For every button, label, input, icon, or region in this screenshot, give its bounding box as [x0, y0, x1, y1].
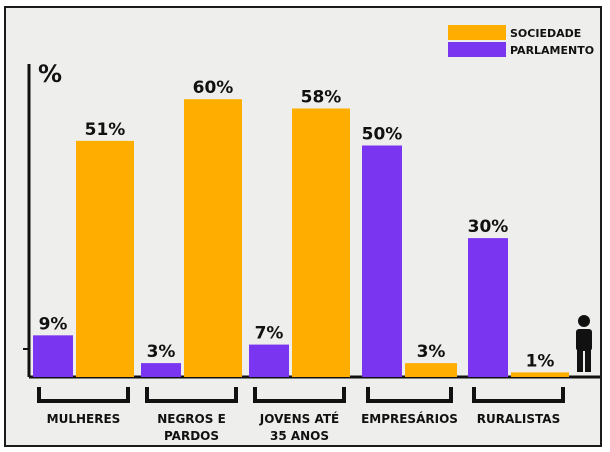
person-icon [576, 315, 592, 372]
data-label-sociedade: 60% [193, 78, 234, 98]
category-bracket [472, 387, 565, 403]
y-axis-title: % [38, 60, 62, 88]
bar-sociedade [184, 99, 242, 377]
data-label-parlamento: 7% [255, 324, 284, 344]
data-label-sociedade: 1% [526, 351, 555, 371]
category-label: EMPRESÁRIOS [361, 411, 458, 426]
bar-parlamento [249, 344, 289, 377]
data-label-parlamento: 9% [39, 314, 68, 334]
bar-sociedade [405, 363, 457, 377]
data-label-parlamento: 3% [147, 342, 176, 362]
chart-frame: SOCIEDADE PARLAMENTO% 9% 51% MULHERES 3% 60% NE… [4, 6, 602, 447]
legend-label-sociedade: SOCIEDADE [510, 27, 581, 40]
bar-chart: SOCIEDADE PARLAMENTO% 9% 51% MULHERES 3% 60% NE… [23, 25, 600, 443]
data-label-parlamento: 50% [362, 125, 403, 145]
legend-swatch-sociedade [448, 25, 506, 40]
bar-parlamento [468, 238, 508, 377]
bar-sociedade [511, 372, 569, 377]
category-label: MULHERES [47, 412, 121, 426]
bar-sociedade [292, 108, 350, 378]
data-label-sociedade: 51% [85, 120, 126, 140]
category-label: NEGROS E PARDOS [157, 412, 226, 443]
category-label: RURALISTAS [477, 412, 560, 426]
data-label-sociedade: 3% [417, 342, 446, 362]
category-bracket [37, 387, 130, 403]
bar-parlamento [362, 145, 402, 377]
data-label-sociedade: 58% [301, 87, 342, 107]
data-label-parlamento: 30% [468, 217, 509, 237]
legend-swatch-parlamento [448, 42, 506, 57]
bar-parlamento [33, 335, 73, 377]
category-bracket [145, 387, 238, 403]
category-label: JOVENS ATÉ 35 ANOS [259, 411, 339, 443]
bar-parlamento [141, 363, 181, 377]
category-bracket [253, 387, 346, 403]
bar-sociedade [76, 140, 134, 377]
legend-label-parlamento: PARLAMENTO [510, 44, 594, 57]
category-bracket [366, 387, 453, 403]
